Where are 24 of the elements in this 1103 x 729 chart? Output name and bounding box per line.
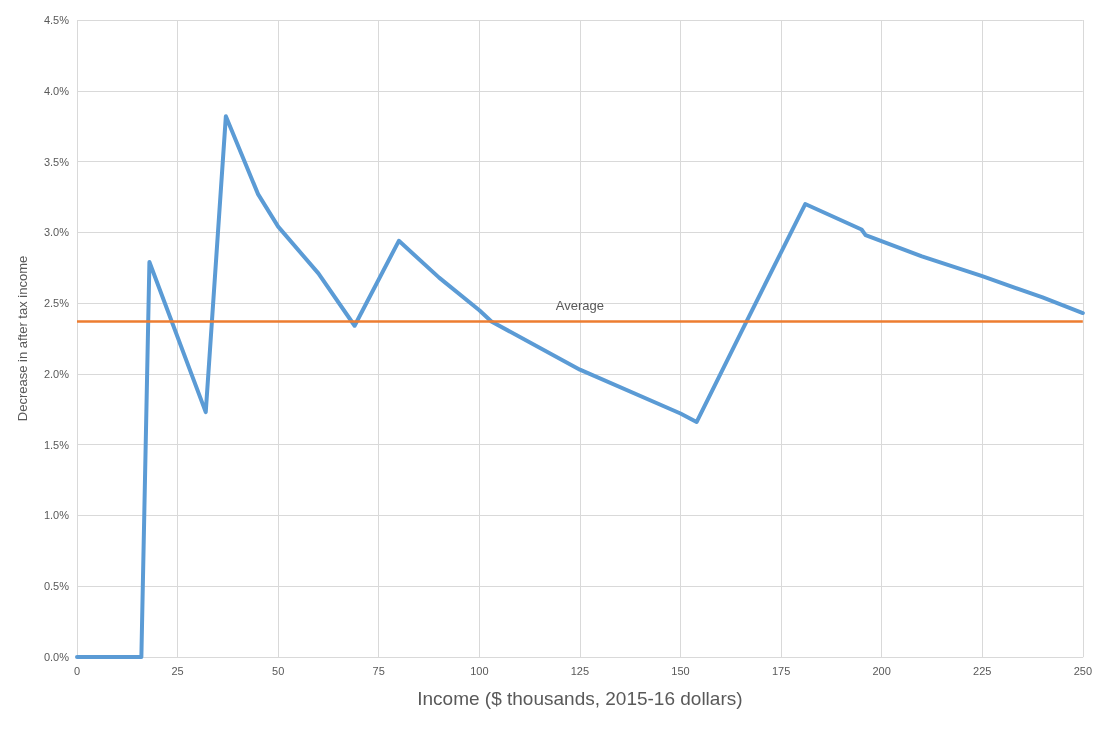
ref-line-label: Average xyxy=(555,297,605,313)
y-tick-label: 2.0% xyxy=(43,367,70,380)
x-tick-label: 225 xyxy=(973,664,992,677)
y-tick-label: 3.5% xyxy=(43,155,70,168)
x-axis-title: Income ($ thousands, 2015-16 dollars) xyxy=(417,688,743,709)
y-tick-label: 1.5% xyxy=(43,438,70,451)
y-axis-title: Decrease in after tax income xyxy=(15,255,30,422)
y-tick-label: 3.0% xyxy=(43,226,70,239)
y-tick-label: 0.0% xyxy=(43,651,70,663)
y-tick-label: 4.0% xyxy=(43,84,70,97)
x-tick-label: 250 xyxy=(1073,664,1092,677)
x-tick-label: 175 xyxy=(771,664,791,677)
x-tick-label: 125 xyxy=(570,664,590,677)
x-tick-label: 50 xyxy=(272,664,285,677)
y-tick-label: 1.0% xyxy=(43,509,70,522)
x-tick-label: 150 xyxy=(671,664,690,677)
y-tick-label: 4.5% xyxy=(43,14,70,26)
x-tick-label: 25 xyxy=(171,664,184,677)
y-tick-label: 0.5% xyxy=(43,580,70,593)
x-tick-label: 200 xyxy=(872,664,891,677)
x-tick-label: 0 xyxy=(73,664,81,677)
x-tick-label: 75 xyxy=(372,664,385,677)
y-tick-label: 2.5% xyxy=(43,297,70,310)
x-tick-label: 100 xyxy=(470,664,489,677)
